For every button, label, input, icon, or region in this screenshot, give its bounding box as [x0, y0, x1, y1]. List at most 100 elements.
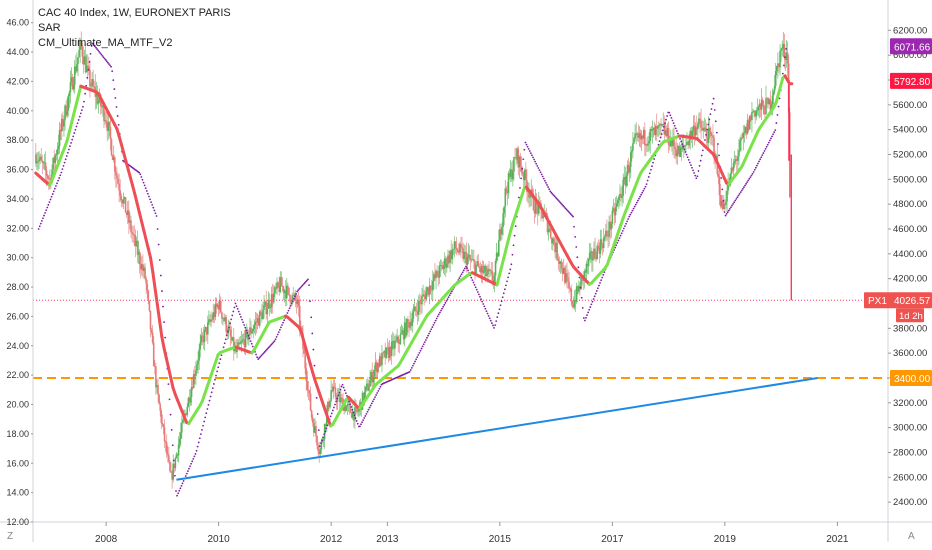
candle-body [230, 336, 233, 341]
candle-body [783, 44, 786, 58]
sar-dot [734, 199, 737, 202]
left-tick-label: 38.00 [6, 135, 29, 145]
ma-indicator-label[interactable]: CM_Ultimate_MA_MTF_V2 [38, 37, 173, 49]
sar-dot [138, 171, 141, 174]
sar-dot [640, 193, 643, 196]
candle-body [383, 351, 385, 353]
left-tick-label: 28.00 [6, 282, 29, 292]
timezone-button[interactable]: Z [7, 531, 14, 542]
sar-dot [448, 294, 451, 297]
sar-dot [66, 151, 69, 154]
candle-body [513, 157, 515, 172]
sar-dot [198, 437, 201, 440]
sar-dot [42, 217, 44, 220]
sar-dot [567, 210, 570, 213]
sar-dot [241, 318, 243, 321]
sar-dot [275, 336, 278, 338]
sar-dot [558, 200, 560, 202]
candle-body [588, 252, 591, 259]
candle-body [440, 265, 443, 266]
left-tick-label: 42.00 [6, 76, 29, 86]
candle-body [242, 339, 245, 341]
candle-body [620, 193, 622, 198]
candle-body [415, 310, 418, 312]
candle-body [399, 334, 402, 344]
candle-body [375, 362, 378, 372]
candle-body [93, 86, 96, 88]
sar-dot [543, 179, 546, 182]
sar-dot [475, 288, 478, 291]
sar-dot [503, 288, 506, 291]
sar-dot [433, 321, 436, 324]
sar-dot [375, 394, 378, 396]
sar-dot [595, 290, 598, 292]
sar-dot [653, 158, 656, 160]
candle-body [402, 330, 405, 340]
sar-dot [700, 154, 703, 157]
candle-body [147, 290, 150, 301]
sar-dot [290, 302, 293, 305]
candle-body [718, 176, 721, 196]
ma-segment [140, 219, 146, 232]
sar-dot [102, 56, 105, 59]
candle-body [139, 264, 142, 270]
candle-body [331, 390, 334, 392]
sar-dot [651, 165, 653, 168]
candle-body [636, 133, 639, 136]
sar-dot [373, 398, 375, 401]
sar-dot [470, 276, 473, 279]
sar-dot [572, 215, 574, 218]
candle-body [90, 85, 92, 87]
candle-body [400, 333, 403, 335]
candle-body [67, 95, 70, 111]
candle-body [60, 118, 63, 132]
sar-dot [545, 181, 547, 184]
sar-dot [480, 298, 482, 301]
candle-body [647, 143, 649, 146]
sar-dot [230, 318, 233, 321]
candle-body [370, 371, 372, 380]
candle-body [43, 162, 46, 164]
sar-dot [38, 225, 41, 228]
sar-dot [151, 203, 154, 206]
sar-dot [522, 158, 525, 161]
candle-body [425, 291, 428, 300]
candle-body [367, 383, 369, 391]
candle-body [125, 212, 128, 216]
sar-dot [330, 412, 333, 415]
ma-segment [74, 93, 81, 106]
candle-body [501, 226, 503, 235]
ma-segment [146, 247, 153, 260]
sar-dot [628, 215, 631, 218]
x-tick-label: 2008 [95, 534, 118, 545]
candle-body [81, 45, 84, 57]
left-tick-label: 12.00 [6, 517, 29, 527]
sar-dot [308, 284, 310, 287]
candle-body [523, 169, 526, 181]
sar-dot [751, 172, 754, 175]
sar-dot [671, 119, 674, 122]
sar-dot [53, 187, 56, 190]
candle-body [155, 366, 157, 388]
candle-body [737, 156, 739, 161]
candle-body [234, 347, 236, 352]
sar-dot [732, 202, 734, 205]
ma-series [34, 74, 794, 428]
candle-body [281, 286, 284, 287]
candle-body [260, 311, 262, 313]
sar-dot [270, 343, 273, 346]
candle-body [130, 220, 132, 233]
sar-indicator-label[interactable]: SAR [38, 22, 61, 34]
candle-body [584, 271, 587, 273]
candle-body [666, 128, 669, 137]
candle-body [406, 319, 408, 336]
sar-dot [601, 276, 604, 279]
candle-body [570, 288, 573, 302]
symbol-title[interactable]: CAC 40 Index, 1W, EURONEXT PARIS [38, 7, 231, 19]
sar-dot [45, 209, 48, 212]
candle-body [222, 318, 224, 319]
auto-scale-button[interactable]: A [908, 531, 915, 542]
candle-body [578, 285, 580, 292]
candle-body [216, 304, 219, 307]
